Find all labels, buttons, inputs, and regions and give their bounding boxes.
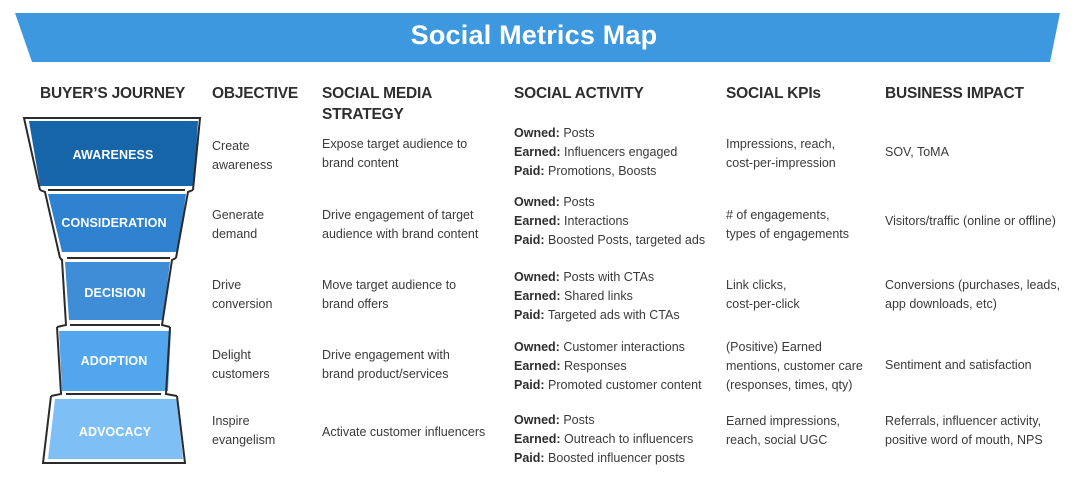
buyers-journey-funnel [22,117,202,464]
kpi-line: reach, social UGC [726,433,828,447]
funnel-stage-consideration [39,189,194,259]
strategy-line: Drive engagement with [322,348,450,362]
strategy-awareness: Expose target audience to brand content [322,135,467,173]
activity-decision: Owned: Posts with CTAs Earned: Shared li… [514,268,680,325]
strategy-line: Activate customer influencers [322,425,486,439]
strategy-line: audience with brand content [322,227,479,241]
header-business-impact: BUSINESS IMPACT [885,85,1024,102]
strategy-consideration: Drive engagement of target audience with… [322,206,478,244]
activity-paid: Paid: Targeted ads with CTAs [514,308,680,322]
funnel-stage-advocacy [41,395,187,464]
strategy-line: Expose target audience to [322,137,468,151]
kpi-line: types of engagements [726,227,849,241]
kpi-line: Impressions, reach, [726,137,836,151]
kpi-line: cost-per-impression [726,156,836,170]
activity-advocacy: Owned: Posts Earned: Outreach to influen… [514,411,693,468]
strategy-line: brand product/services [322,367,449,381]
impact-awareness: SOV, ToMA [885,143,949,162]
impact-advocacy: Referrals, influencer activity, positive… [885,412,1043,450]
impact-line: positive word of mouth, NPS [885,433,1043,447]
activity-earned: Earned: Influencers engaged [514,145,678,159]
funnel-stage-decision [56,257,177,328]
kpi-line: mentions, customer care [726,359,863,373]
impact-line: SOV, ToMA [885,145,949,159]
impact-decision: Conversions (purchases, leads, app downl… [885,276,1060,314]
strategy-line: brand content [322,156,399,170]
impact-line: app downloads, etc) [885,297,997,311]
objective-awareness: Create awareness [212,137,272,175]
strategy-adoption: Drive engagement with brand product/serv… [322,346,450,384]
banner-shape [15,13,1060,62]
activity-consideration: Owned: Posts Earned: Interactions Paid: … [514,193,705,250]
kpis-consideration: # of engagements, types of engagements [726,206,849,244]
stage-label-adoption: ADOPTION [80,354,148,368]
header-buyers-journey: BUYER’S JOURNEY [40,85,186,102]
impact-consideration: Visitors/traffic (online or offline) [885,212,1056,231]
kpi-line: (Positive) Earned [726,340,822,354]
impact-line: Sentiment and satisfaction [885,358,1032,372]
header-social-kpis: SOCIAL KPIs [726,85,821,102]
objective-line: conversion [212,297,273,311]
activity-earned: Earned: Shared links [514,289,633,303]
stage-label-advocacy: ADVOCACY [78,425,152,439]
funnel-stage-adoption [50,326,178,397]
objective-line: Generate [212,208,265,222]
header-social-media-strategy: SOCIAL MEDIA STRATEGY [322,83,432,125]
activity-earned: Earned: Interactions [514,214,629,228]
kpis-decision: Link clicks, cost-per-click [726,276,800,314]
activity-owned: Owned: Posts [514,126,595,140]
activity-paid: Paid: Boosted influencer posts [514,451,685,465]
activity-adoption: Owned: Customer interactions Earned: Res… [514,338,702,395]
kpis-awareness: Impressions, reach, cost-per-impression [726,135,836,173]
title-banner: Social Metrics Map [0,0,1080,70]
header-objective: OBJECTIVE [212,85,299,102]
impact-line: Conversions (purchases, leads, [885,278,1061,292]
impact-line: Visitors/traffic (online or offline) [885,214,1056,228]
kpis-adoption: (Positive) Earned mentions, customer car… [726,338,863,395]
activity-paid: Paid: Promoted customer content [514,378,702,392]
kpis-advocacy: Earned impressions, reach, social UGC [726,412,840,450]
strategy-advocacy: Activate customer influencers [322,423,485,442]
strategy-decision: Move target audience to brand offers [322,276,456,314]
activity-owned: Owned: Posts [514,195,595,209]
stage-label-decision: DECISION [84,286,146,300]
objective-advocacy: Inspire evangelism [212,412,275,450]
objective-adoption: Delight customers [212,346,270,384]
funnel-stage-awareness [22,117,202,191]
strategy-line: Move target audience to [322,278,457,292]
page-title: Social Metrics Map [410,20,658,50]
objective-line: customers [212,367,270,381]
kpi-line: cost-per-click [726,297,800,311]
activity-awareness: Owned: Posts Earned: Influencers engaged… [514,124,677,181]
activity-paid: Paid: Boosted Posts, targeted ads [514,233,706,247]
objective-line: Create [212,139,250,153]
strategy-line: Drive engagement of target [322,208,474,222]
activity-earned: Earned: Outreach to influencers [514,432,694,446]
strategy-line: brand offers [322,297,389,311]
activity-earned: Earned: Responses [514,359,627,373]
objective-line: awareness [212,158,273,172]
objective-decision: Drive conversion [212,276,272,314]
stage-label-awareness: AWARENESS [72,148,154,162]
impact-line: Referrals, influencer activity, [885,414,1042,428]
activity-owned: Owned: Posts [514,413,595,427]
activity-owned: Owned: Customer interactions [514,340,685,354]
stage-label-consideration: CONSIDERATION [61,216,167,230]
objective-line: Inspire [212,414,250,428]
impact-adoption: Sentiment and satisfaction [885,356,1032,375]
objective-line: Delight [212,348,251,362]
kpi-line: Earned impressions, [726,414,840,428]
header-social-activity: SOCIAL ACTIVITY [514,85,644,102]
activity-owned: Owned: Posts with CTAs [514,270,655,284]
objective-consideration: Generate demand [212,206,264,244]
objective-line: evangelism [212,433,276,447]
kpi-line: Link clicks, [726,278,787,292]
objective-line: Drive [212,278,242,292]
kpi-line: # of engagements, [726,208,830,222]
header-strategy-line2: STRATEGY [322,106,404,123]
kpi-line: (responses, times, qty) [726,378,853,392]
header-strategy-line1: SOCIAL MEDIA [322,85,433,102]
activity-paid: Paid: Promotions, Boosts [514,164,657,178]
objective-line: demand [212,227,258,241]
